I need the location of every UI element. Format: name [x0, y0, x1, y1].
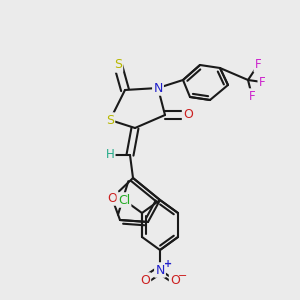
Text: N: N [153, 82, 163, 94]
Text: S: S [106, 113, 114, 127]
Text: F: F [259, 76, 265, 88]
Text: O: O [170, 274, 180, 286]
Text: F: F [255, 58, 261, 71]
Text: S: S [114, 58, 122, 71]
Text: −: − [178, 271, 188, 281]
Text: F: F [249, 89, 255, 103]
Text: N: N [155, 263, 165, 277]
Text: O: O [183, 109, 193, 122]
Text: O: O [107, 191, 117, 205]
Text: H: H [106, 148, 114, 161]
Text: O: O [140, 274, 150, 286]
Text: +: + [164, 259, 172, 269]
Text: Cl: Cl [118, 194, 130, 206]
